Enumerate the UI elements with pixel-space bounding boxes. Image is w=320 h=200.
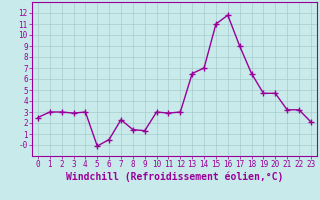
X-axis label: Windchill (Refroidissement éolien,°C): Windchill (Refroidissement éolien,°C) [66,172,283,182]
